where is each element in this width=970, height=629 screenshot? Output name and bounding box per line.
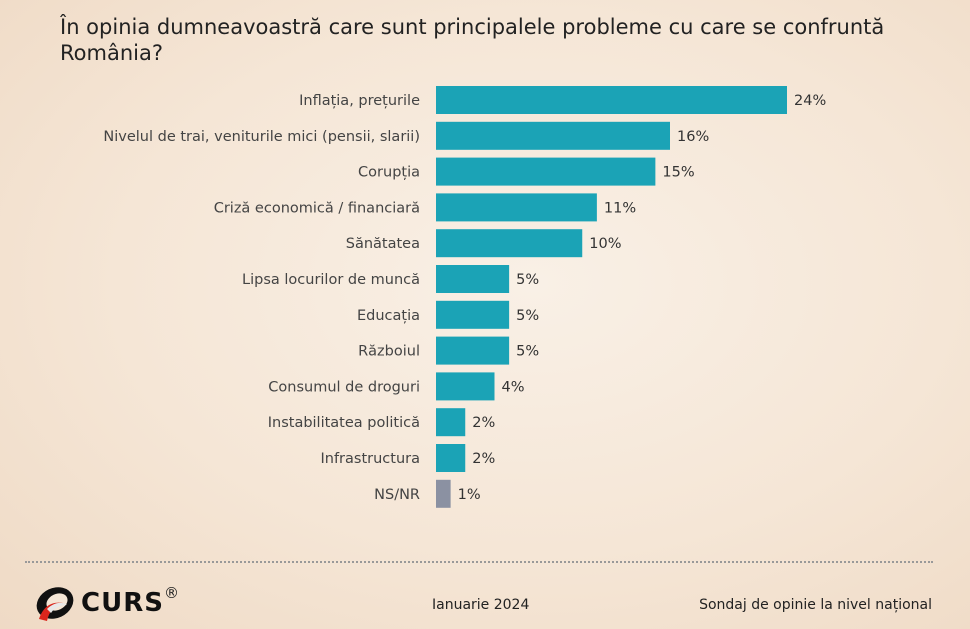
survey-date: Ianuarie 2024 [432, 597, 530, 613]
registered-mark: ® [163, 584, 179, 602]
bar [436, 372, 495, 401]
bar [436, 265, 510, 293]
bar [436, 193, 597, 222]
curs-logo: CURS ® [33, 583, 179, 623]
data-label: 4% [502, 379, 525, 395]
chart-title: În opinia dumneavoastră care sunt princi… [60, 15, 885, 65]
category-label: Sănătatea [346, 236, 420, 252]
category-label: NS/NR [374, 487, 420, 503]
bar [436, 86, 787, 114]
category-label: Lipsa locurilor de muncă [242, 272, 420, 288]
survey-note: Sondaj de opinie la nivel național [699, 597, 932, 613]
data-label: 1% [458, 487, 481, 503]
logo-text: CURS [81, 588, 164, 618]
category-label: Consumul de droguri [268, 379, 420, 395]
bar [436, 121, 670, 150]
category-label: Instabilitatea politică [268, 415, 420, 431]
bar-chart: Inflația, prețurile 24% Nivelul de trai, v… [103, 86, 826, 508]
category-label: Criză economică / financiară [214, 200, 420, 216]
data-label: 5% [516, 344, 539, 360]
data-label: 10% [589, 236, 621, 252]
data-label: 15% [662, 165, 694, 181]
curs-logo-icon [36, 587, 74, 621]
bar [436, 300, 510, 329]
data-label: 5% [516, 308, 539, 324]
category-label: Educația [357, 308, 420, 324]
data-label: 5% [516, 272, 539, 288]
data-label: 2% [472, 415, 495, 431]
divider [25, 561, 933, 563]
data-label: 24% [794, 93, 826, 109]
bar [436, 157, 656, 186]
data-label: 11% [604, 200, 636, 216]
category-label: Nivelul de trai, veniturile mici (pensii… [103, 129, 420, 145]
category-label: Inflația, prețurile [299, 93, 420, 109]
category-label: Războiul [358, 344, 420, 360]
data-label: 16% [677, 129, 709, 145]
bar [436, 408, 466, 437]
bar [436, 336, 510, 365]
category-label: Infrastructura [320, 451, 420, 467]
bar [436, 229, 583, 258]
bar [436, 444, 466, 472]
category-label: Corupția [358, 165, 420, 181]
data-label: 2% [472, 451, 495, 467]
bar [436, 479, 451, 508]
